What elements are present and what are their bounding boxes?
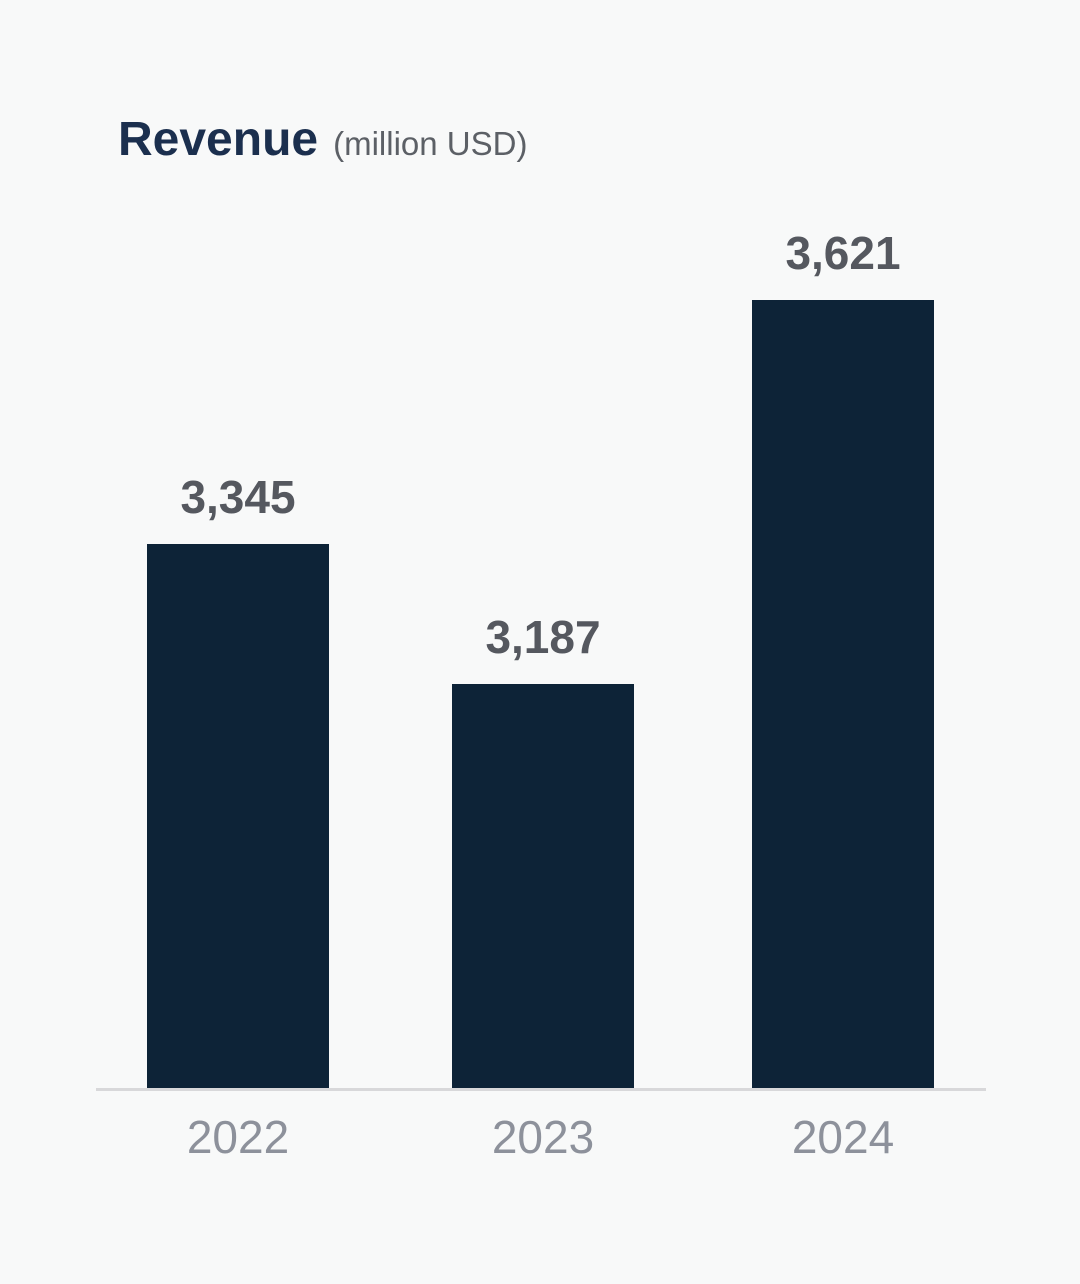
x-axis-line: [96, 1088, 986, 1091]
bar-2023: [452, 684, 634, 1088]
bar-2022: [147, 544, 329, 1088]
bar-value-label-2023: 3,187: [485, 611, 601, 663]
bar-group-2024: 3,621: [752, 230, 934, 1088]
bar-group-2022: 3,345: [147, 474, 329, 1088]
chart-title-row: Revenue (million USD): [118, 112, 527, 167]
bar-2024: [752, 300, 934, 1088]
chart-subtitle: (million USD): [333, 125, 528, 162]
x-tick-label-2022: 2022: [186, 1111, 290, 1163]
x-tick-label-2024: 2024: [791, 1111, 895, 1163]
bar-value-label-2024: 3,621: [785, 227, 901, 279]
bar-group-2023: 3,187: [452, 614, 634, 1088]
chart-title: Revenue: [118, 113, 319, 166]
bar-value-label-2022: 3,345: [180, 471, 296, 523]
x-tick-label-2023: 2023: [491, 1111, 595, 1163]
